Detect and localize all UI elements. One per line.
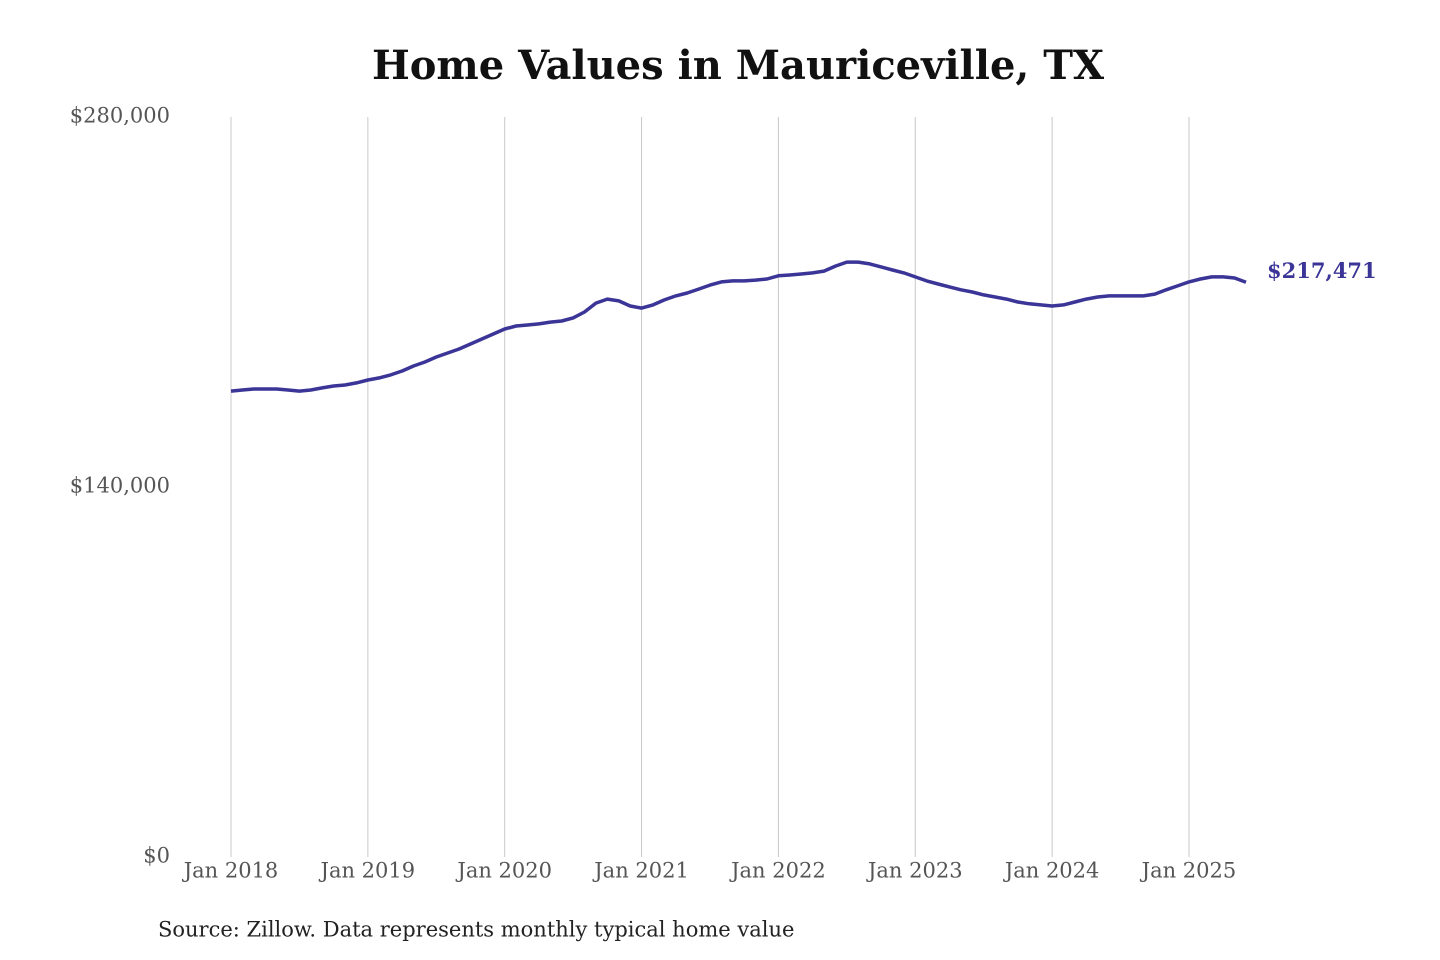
x-tick-label: Jan 2018: [182, 859, 279, 883]
x-tick-label: Jan 2023: [866, 859, 963, 883]
source-note: Source: Zillow. Data represents monthly …: [158, 918, 794, 942]
line: [230, 260, 1247, 393]
value-label: $217,471: [1267, 258, 1377, 283]
x-tick-label: Jan 2021: [592, 859, 689, 883]
x-tick-label: Jan 2022: [729, 859, 826, 883]
y-tick-label: $0: [143, 844, 170, 868]
chart-title: Home Values in Mauriceville, TX: [372, 42, 1104, 89]
x-tick-label: Jan 2025: [1140, 859, 1237, 883]
x-tick-label: Jan 2020: [455, 859, 552, 883]
y-tick-label: $140,000: [70, 474, 170, 498]
x-tick-label: Jan 2024: [1003, 859, 1100, 883]
x-tick-label: Jan 2019: [319, 859, 416, 883]
y-tick-label: $280,000: [70, 104, 170, 128]
